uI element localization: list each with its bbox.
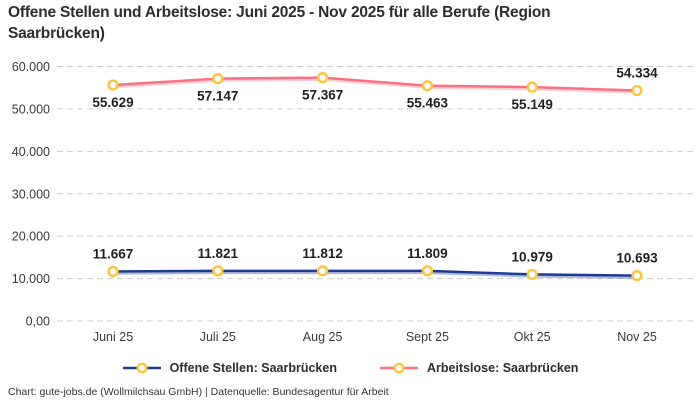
data-point[interactable] (316, 265, 329, 277)
data-point[interactable] (631, 269, 643, 282)
y-tick-label: 30.000 (12, 187, 50, 201)
legend-line-icon (379, 362, 418, 374)
chart-title: Offene Stellen und Arbeitslose: Juni 202… (8, 4, 551, 42)
data-point[interactable] (421, 80, 434, 92)
data-point-label: 55.629 (92, 95, 133, 110)
data-point-label: 11.821 (198, 246, 239, 261)
data-point[interactable] (212, 265, 224, 277)
y-tick-label: 50.000 (12, 102, 50, 116)
x-tick-label: Nov 25 (617, 330, 657, 344)
x-tick-label: Juli 25 (200, 330, 236, 344)
y-tick-label: 20.000 (12, 230, 50, 244)
data-point[interactable] (631, 84, 643, 97)
data-point[interactable] (526, 81, 538, 93)
legend-item-arbeitslose[interactable]: Arbeitslose: Saarbrücken (379, 361, 578, 375)
data-point-label: 10.979 (512, 249, 553, 264)
series-line-0 (111, 269, 639, 277)
y-tick-label: 0,00 (26, 315, 50, 329)
data-point-label: 10.693 (616, 251, 658, 266)
y-tick-label: 10.000 (12, 272, 50, 286)
data-point-label: 54.334 (616, 66, 658, 81)
data-point-label: 11.812 (302, 246, 343, 261)
data-point-label: 11.667 (93, 247, 134, 262)
series-line-1 (111, 76, 639, 92)
data-point[interactable] (107, 79, 119, 91)
legend-item-offene-stellen[interactable]: Offene Stellen: Saarbrücken (122, 361, 337, 375)
legend-line-icon (122, 362, 161, 374)
data-point-label: 11.809 (407, 246, 448, 261)
x-tick-label: Sept 25 (406, 330, 449, 344)
data-point[interactable] (421, 265, 434, 277)
x-tick-label: Aug 25 (303, 330, 343, 344)
data-point[interactable] (212, 72, 224, 85)
data-point-label: 55.149 (512, 97, 553, 112)
data-point-label: 57.147 (197, 89, 238, 104)
legend: Offene Stellen: Saarbrücken Arbeitslose:… (0, 361, 700, 375)
legend-label: Offene Stellen: Saarbrücken (169, 361, 337, 375)
legend-label: Arbeitslose: Saarbrücken (426, 361, 579, 375)
data-point[interactable] (526, 268, 538, 281)
data-point-label: 55.463 (407, 96, 449, 111)
x-tick-label: Juni 25 (93, 330, 133, 344)
x-tick-label: Okt 25 (514, 330, 551, 344)
data-point-label: 57.367 (302, 88, 343, 103)
data-point[interactable] (107, 265, 119, 278)
y-tick-label: 40.000 (12, 145, 50, 159)
chart-source-credit: Chart: gute-jobs.de (Wollmilchsau GmbH) … (8, 386, 389, 398)
data-point[interactable] (316, 72, 329, 84)
y-tick-label: 60.000 (12, 60, 50, 74)
